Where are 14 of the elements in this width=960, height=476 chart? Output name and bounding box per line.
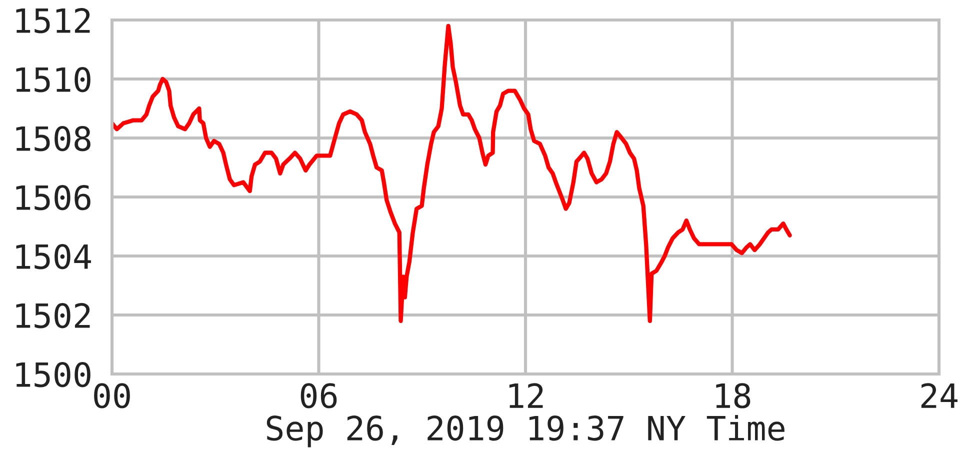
x-tick-label: 00 bbox=[94, 383, 130, 408]
x-axis-title: Sep 26, 2019 19:37 NY Time bbox=[266, 414, 784, 448]
x-tick-label: 06 bbox=[300, 383, 337, 408]
y-tick-label: 1512 bbox=[16, 8, 90, 34]
line-series bbox=[112, 24, 792, 323]
y-tick-label: 1502 bbox=[16, 303, 90, 328]
y-tick-label: 1504 bbox=[16, 244, 91, 270]
x-tick-label: 12 bbox=[509, 383, 543, 408]
y-tick-label: 1500 bbox=[16, 362, 90, 388]
x-tick-label: 18 bbox=[716, 383, 750, 408]
y-tick-label: 1508 bbox=[16, 126, 90, 152]
y-tick-label: 1510 bbox=[16, 67, 90, 92]
y-tick-label: 1506 bbox=[16, 185, 90, 210]
x-tick-label: 24 bbox=[921, 383, 958, 408]
